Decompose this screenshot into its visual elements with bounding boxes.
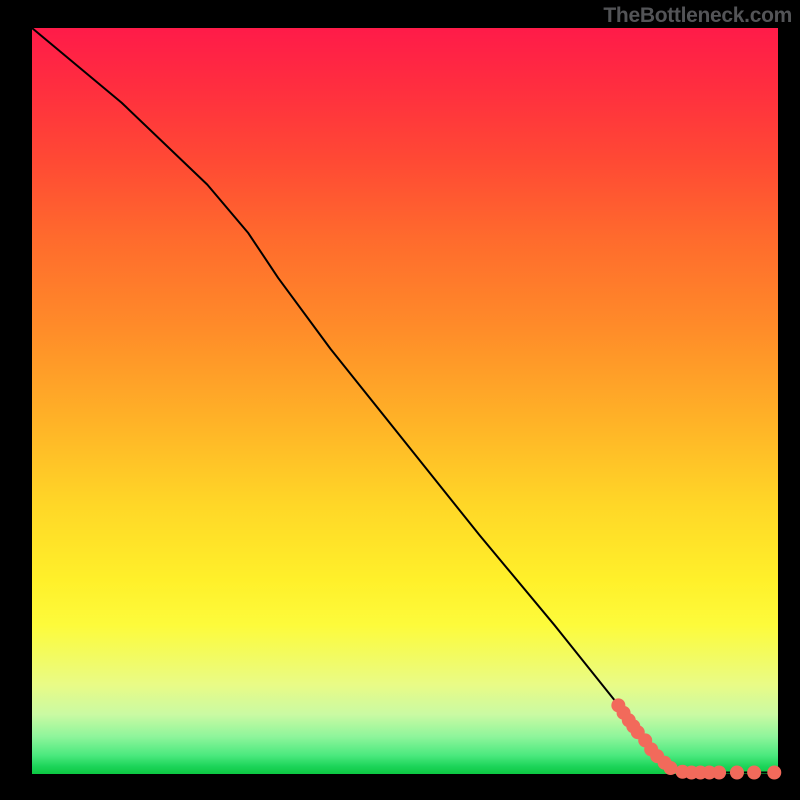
data-marker [712, 766, 726, 780]
plot-background [32, 28, 778, 774]
chart-root: { "watermark": { "text": "TheBottleneck.… [0, 0, 800, 800]
watermark-text: TheBottleneck.com [603, 4, 792, 28]
data-marker [730, 766, 744, 780]
chart-svg [0, 0, 800, 800]
data-marker [747, 766, 761, 780]
data-marker [767, 766, 781, 780]
data-marker [664, 761, 678, 775]
